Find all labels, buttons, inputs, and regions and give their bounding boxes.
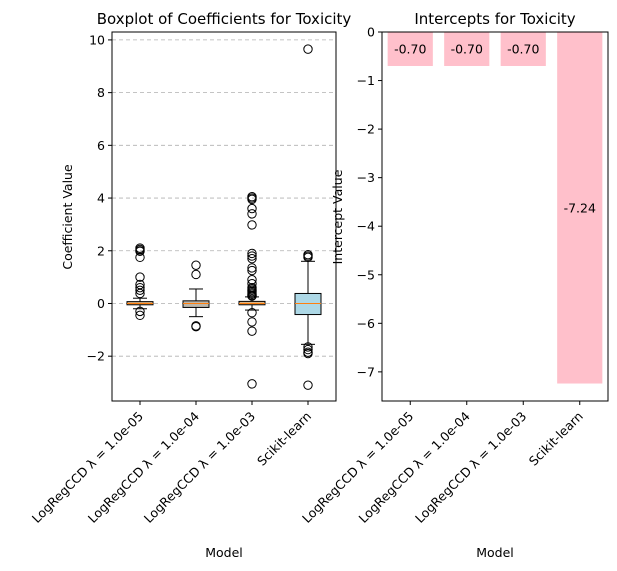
outlier-point (247, 317, 257, 327)
outlier-point (247, 379, 257, 389)
intercept-xtick-label: LogRegCCD λ = 1.0e-04 (356, 408, 473, 525)
outlier-point (135, 288, 145, 299)
outlier-point (303, 44, 313, 54)
intercept-ytick-label: −5 (357, 267, 375, 282)
boxplot-title: Boxplot of Coefficients for Toxicity (97, 10, 352, 28)
boxplot-frame (111, 31, 337, 402)
intercept-ytick-label: −1 (357, 73, 375, 88)
intercept-ytick-label: −4 (357, 219, 375, 234)
boxplot-ytick-label: 8 (97, 85, 105, 100)
intercept-bar (500, 32, 546, 66)
intercept-ylabel: Intercept Value (330, 169, 345, 264)
outlier-point (247, 263, 257, 273)
intercept-ytick-label: 0 (367, 25, 375, 40)
intercept-marks: -0.70 -0.70 -0.70 -7.24 (387, 32, 603, 384)
intercept-ytick-label: −7 (357, 364, 375, 379)
intercept-y-axis: −7 −6 −5 −4 −3 −2 −1 0 (357, 25, 382, 379)
intercept-ytick-label: −6 (357, 316, 375, 331)
outlier-point (247, 203, 257, 214)
outlier-point (303, 344, 313, 355)
boxplot-ylabel: Coefficient Value (60, 164, 75, 270)
outlier-point (247, 194, 257, 205)
outlier-point (303, 348, 313, 359)
outlier-point (247, 251, 257, 261)
boxplot-xtick-label: LogRegCCD λ = 1.0e-05 (29, 409, 146, 526)
intercept-panel: Intercepts for Toxicity Intercept Value … (299, 10, 609, 560)
boxplot-ytick-label: 6 (97, 138, 105, 153)
intercept-data-label: -0.70 (394, 41, 426, 56)
outlier-point (191, 269, 201, 280)
intercept-title: Intercepts for Toxicity (414, 10, 575, 28)
box (182, 300, 210, 308)
outlier-point (135, 246, 145, 256)
outlier-point (247, 209, 257, 219)
boxplot-xtick-label: Scikit-learn (254, 409, 314, 469)
outlier-point (135, 279, 145, 290)
boxplot-ytick-label: 2 (97, 243, 105, 258)
intercept-bar (387, 32, 433, 66)
outlier-point (247, 308, 257, 318)
outlier-point (247, 253, 257, 264)
outlier-point (191, 321, 201, 332)
boxplot-ytick-label: 4 (97, 191, 105, 206)
outlier-point (303, 342, 313, 352)
outlier-point (247, 291, 257, 301)
outlier-point (247, 326, 257, 336)
outlier-point (135, 282, 145, 293)
outlier-point (247, 220, 257, 230)
boxplot-xlabel: Model (205, 545, 243, 560)
intercept-bar (557, 32, 603, 384)
outlier-point (303, 252, 313, 263)
boxplot-ytick-label: −2 (87, 349, 105, 364)
outlier-point (135, 272, 145, 282)
intercept-frame (381, 31, 609, 402)
intercept-xtick-label: Scikit-learn (526, 409, 586, 469)
boxplot-xtick-label: LogRegCCD λ = 1.0e-04 (85, 408, 202, 525)
boxplot-marks (126, 44, 322, 390)
outlier-point (303, 380, 313, 390)
intercept-xtick-label: LogRegCCD λ = 1.0e-05 (299, 409, 416, 526)
outlier-point (247, 265, 257, 276)
boxplot-ytick-label: 10 (89, 32, 105, 47)
intercept-xlabel: Model (476, 545, 514, 560)
outlier-point (135, 252, 145, 263)
outlier-point (135, 306, 145, 317)
intercept-xtick-label: LogRegCCD λ = 1.0e-03 (412, 409, 529, 526)
intercept-ytick-label: −2 (357, 122, 375, 137)
boxplot-panel: Boxplot of Coefficients for Toxicity Coe… (29, 10, 352, 560)
boxplot-ytick-label: 0 (97, 296, 105, 311)
boxplot-y-axis: −2 0 2 4 6 8 10 (87, 32, 112, 364)
intercept-data-label: -7.24 (564, 200, 596, 215)
outlier-point (191, 260, 201, 270)
boxplot-xtick-label: LogRegCCD λ = 1.0e-03 (141, 409, 258, 526)
outlier-point (135, 310, 145, 321)
intercept-data-label: -0.70 (451, 41, 483, 56)
outlier-point (135, 285, 145, 295)
box (294, 292, 322, 316)
intercept-data-label: -0.70 (507, 41, 539, 56)
intercept-ytick-label: −3 (357, 170, 375, 185)
outlier-point (247, 248, 257, 259)
intercept-bar (444, 32, 490, 66)
